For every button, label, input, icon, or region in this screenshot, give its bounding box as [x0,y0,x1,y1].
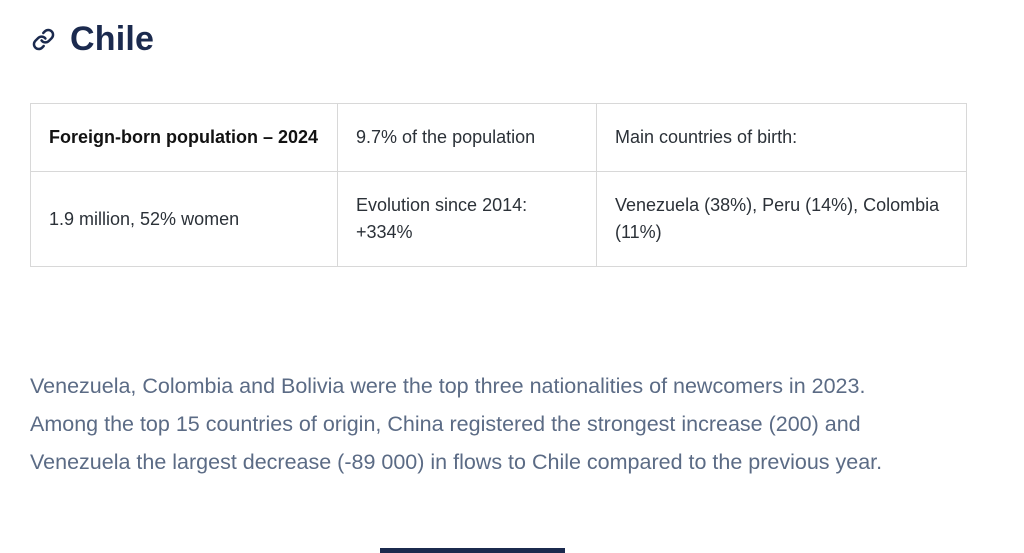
cell-text-main-countries-label: Main countries of birth: [615,127,798,148]
cell-population-size: 1.9 million, 52% women [30,171,338,268]
summary-paragraph: Venezuela, Colombia and Bolivia were the… [30,374,883,475]
cell-main-countries-label: Main countries of birth: [596,103,967,173]
cell-text-evolution: Evolution since 2014: +334% [356,195,528,243]
page-heading-row: Chile [30,14,994,59]
cell-evolution: Evolution since 2014: +334% [337,171,597,268]
cell-text-population-size: 1.9 million, 52% women [49,208,240,229]
page-title: Chile [70,20,155,58]
table-row-values: 1.9 million, 52% women Evolution since 2… [30,171,967,268]
cell-text-population-share: 9.7% of the population [356,127,536,148]
page-content: Chile Foreign-born population – 2024 9.7… [30,14,994,475]
cell-countries-of-birth: Venezuela (38%), Peru (14%), Colombia (1… [596,171,967,268]
cell-text-countries-of-birth: Venezuela (38%), Peru (14%), Colombia (1… [615,195,940,243]
foreign-born-population-table: Foreign-born population – 2024 9.7% of t… [30,103,967,268]
cell-text-foreign-born-label: Foreign-born population – 2024 [49,127,319,148]
table-row-header: Foreign-born population – 2024 9.7% of t… [30,103,967,173]
link-icon[interactable] [32,28,55,51]
cell-foreign-born-label: Foreign-born population – 2024 [30,103,338,173]
cell-population-share: 9.7% of the population [337,103,597,173]
cutoff-bottom-element [380,548,565,553]
